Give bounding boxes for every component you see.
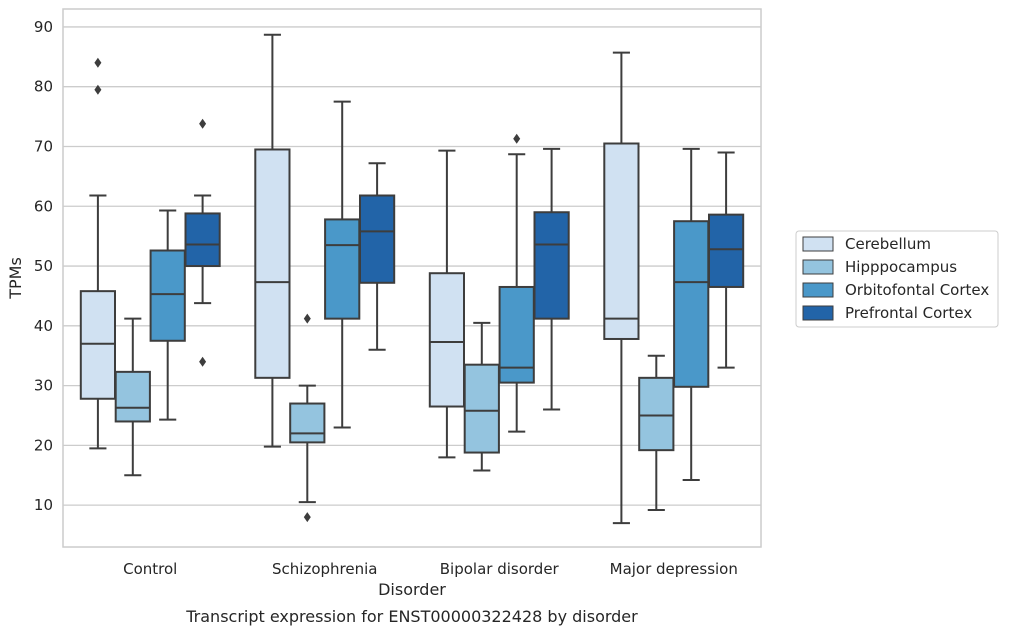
box (358, 194, 396, 284)
outlier-point (199, 118, 207, 129)
y-tick-label: 40 (34, 317, 53, 335)
legend-label: Prefrontal Cortex (845, 304, 972, 322)
outlier-point (94, 57, 102, 68)
box (79, 290, 117, 400)
y-tick-label: 80 (34, 78, 53, 96)
y-tick-label: 10 (34, 496, 53, 514)
outlier-point (94, 84, 102, 95)
box (533, 211, 570, 320)
y-axis-ticks: 10 20 30 40 50 60 70 80 90 (34, 18, 53, 514)
y-tick-label: 50 (34, 257, 53, 275)
y-tick-label: 30 (34, 377, 53, 395)
box (184, 212, 221, 268)
outlier-point (303, 512, 311, 523)
x-axis-ticks: Control Schizophrenia Bipolar disorder Majo… (123, 560, 738, 578)
y-tick-label: 20 (34, 436, 53, 454)
legend-swatch (802, 259, 834, 275)
legend-label: Cerebellum (845, 235, 931, 253)
box (463, 363, 500, 454)
legend-frame (795, 230, 999, 328)
x-axis-label: Disorder (378, 580, 446, 599)
box (289, 402, 326, 444)
y-tick-label: 90 (34, 18, 53, 36)
box (673, 220, 710, 388)
box (114, 370, 151, 423)
outlier-point (303, 313, 311, 324)
box (603, 142, 640, 340)
plot-area (62, 8, 762, 548)
legend: Cerebellum Hipppocampus Orbitofontal Corte… (795, 230, 999, 328)
x-tick-label: Control (123, 560, 177, 578)
legend-swatch (802, 282, 834, 298)
box (638, 376, 675, 452)
box (324, 218, 361, 320)
box (428, 272, 466, 408)
boxes (79, 33, 745, 525)
box (707, 213, 745, 288)
outlier-point (199, 356, 207, 367)
y-tick-label: 70 (34, 137, 53, 155)
chart-caption: Transcript expression for ENST0000032242… (185, 607, 638, 626)
outlier-point (513, 133, 521, 144)
y-axis-label: TPMs (6, 257, 25, 300)
x-tick-label: Major depression (610, 560, 738, 578)
y-tick-label: 60 (34, 197, 53, 215)
box (149, 249, 186, 342)
x-tick-label: Bipolar disorder (440, 560, 560, 578)
legend-label: Orbitofontal Cortex (845, 281, 989, 299)
legend-label: Hipppocampus (845, 258, 957, 276)
x-tick-label: Schizophrenia (272, 560, 377, 578)
legend-swatch (802, 305, 834, 321)
box (254, 148, 291, 379)
legend-swatch (802, 236, 834, 252)
